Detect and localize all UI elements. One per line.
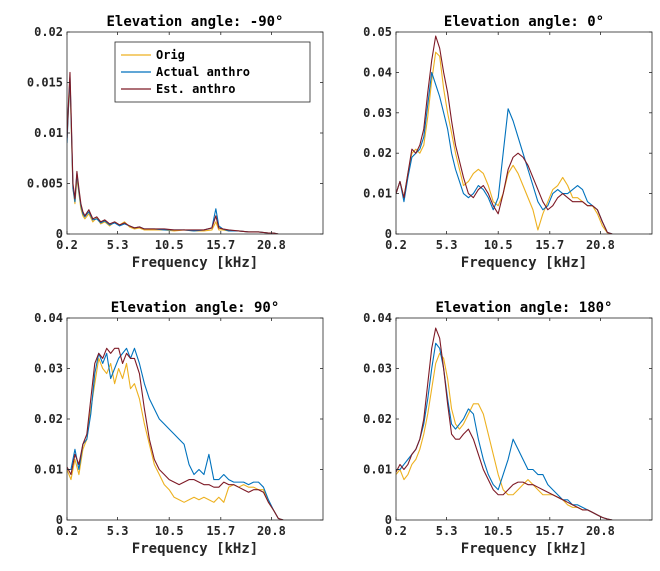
legend: Orig Actual anthro Est. anthro — [114, 41, 311, 103]
x-tick-label: 10.5 — [484, 524, 513, 538]
subplot-1: 0.2 5.3 10.5 15.7 20.8 0 0.005 0.01 0.015 0.02 Ele… — [27, 14, 324, 271]
x-tick-label: 0.2 — [385, 238, 407, 252]
legend-label-est-anthro: Est. anthro — [156, 82, 235, 96]
x-tick-label: 15.7 — [206, 238, 235, 252]
x-axis-label: Frequency [kHz] — [461, 541, 587, 557]
plot-area — [396, 318, 652, 520]
y-tick-label: 0.02 — [363, 412, 392, 426]
chart-title: Elevation angle: 0° — [444, 14, 604, 30]
series-line-est-anthro — [67, 347, 284, 520]
series-line-est-anthro — [67, 71, 279, 234]
x-tick-label: 5.3 — [107, 238, 129, 252]
y-tick-label: 0 — [56, 513, 63, 527]
x-tick-label: 15.7 — [535, 524, 564, 538]
subplot-2: 0.2 5.3 10.5 15.7 20.8 0 0.01 0.02 0.03 0.04 0.05 E… — [363, 14, 653, 271]
chart-title: Elevation angle: 90° — [111, 300, 280, 316]
x-tick-label: 15.7 — [206, 524, 235, 538]
y-tick-label: 0.01 — [363, 187, 392, 201]
y-tick-label: 0.015 — [27, 76, 63, 90]
x-axis-label: Frequency [kHz] — [132, 255, 258, 271]
x-tick-label: 5.3 — [436, 238, 458, 252]
y-tick-label: 0 — [385, 227, 392, 241]
y-tick-label: 0 — [385, 513, 392, 527]
plot-area — [396, 32, 652, 234]
y-tick-label: 0.01 — [34, 463, 63, 477]
x-tick-label: 10.5 — [155, 524, 184, 538]
y-tick-label: 0.05 — [363, 25, 392, 39]
y-tick-label: 0.04 — [363, 65, 392, 79]
legend-label-orig: Orig — [156, 48, 185, 62]
series-line-est-anthro — [396, 327, 613, 520]
x-tick-label: 0.2 — [56, 238, 78, 252]
y-tick-label: 0.04 — [363, 311, 392, 325]
x-tick-label: 0.2 — [385, 524, 407, 538]
series-line-est-anthro — [396, 35, 613, 234]
y-tick-label: 0.005 — [27, 177, 63, 191]
subplot-4: 0.2 5.3 10.5 15.7 20.8 0 0.01 0.02 0.03 0.04 Eleva… — [363, 300, 653, 557]
x-tick-label: 10.5 — [484, 238, 513, 252]
x-axis-label: Frequency [kHz] — [132, 541, 258, 557]
y-tick-label: 0.02 — [34, 25, 63, 39]
y-tick-label: 0.01 — [34, 126, 63, 140]
x-tick-label: 10.5 — [155, 238, 184, 252]
series-line-actual-anthro — [396, 71, 613, 234]
x-tick-label: 20.8 — [257, 524, 286, 538]
legend-label-actual-anthro: Actual anthro — [156, 65, 250, 79]
series-line-orig — [396, 352, 613, 520]
x-tick-label: 20.8 — [586, 524, 615, 538]
series-line-orig — [67, 357, 284, 520]
chart-title: Elevation angle: -90° — [106, 14, 283, 30]
y-tick-label: 0.03 — [34, 362, 63, 376]
y-tick-label: 0.03 — [363, 362, 392, 376]
x-tick-label: 20.8 — [257, 238, 286, 252]
x-tick-label: 0.2 — [56, 524, 78, 538]
axes-frame — [395, 31, 653, 235]
y-tick-label: 0.02 — [363, 146, 392, 160]
subplot-3: 0.2 5.3 10.5 15.7 20.8 0 0.01 0.02 0.03 0.04 Eleva… — [34, 300, 324, 557]
y-tick-label: 0.02 — [34, 412, 63, 426]
y-tick-label: 0.03 — [363, 106, 392, 120]
x-axis-label: Frequency [kHz] — [461, 255, 587, 271]
x-tick-label: 20.8 — [586, 238, 615, 252]
y-tick-label: 0.01 — [363, 463, 392, 477]
plot-area — [67, 318, 323, 520]
x-tick-label: 15.7 — [535, 238, 564, 252]
series-line-actual-anthro — [67, 347, 284, 520]
y-tick-label: 0.04 — [34, 311, 63, 325]
chart-title: Elevation angle: 180° — [435, 300, 612, 316]
x-tick-label: 5.3 — [436, 524, 458, 538]
x-tick-label: 5.3 — [107, 524, 129, 538]
y-tick-label: 0 — [56, 227, 63, 241]
